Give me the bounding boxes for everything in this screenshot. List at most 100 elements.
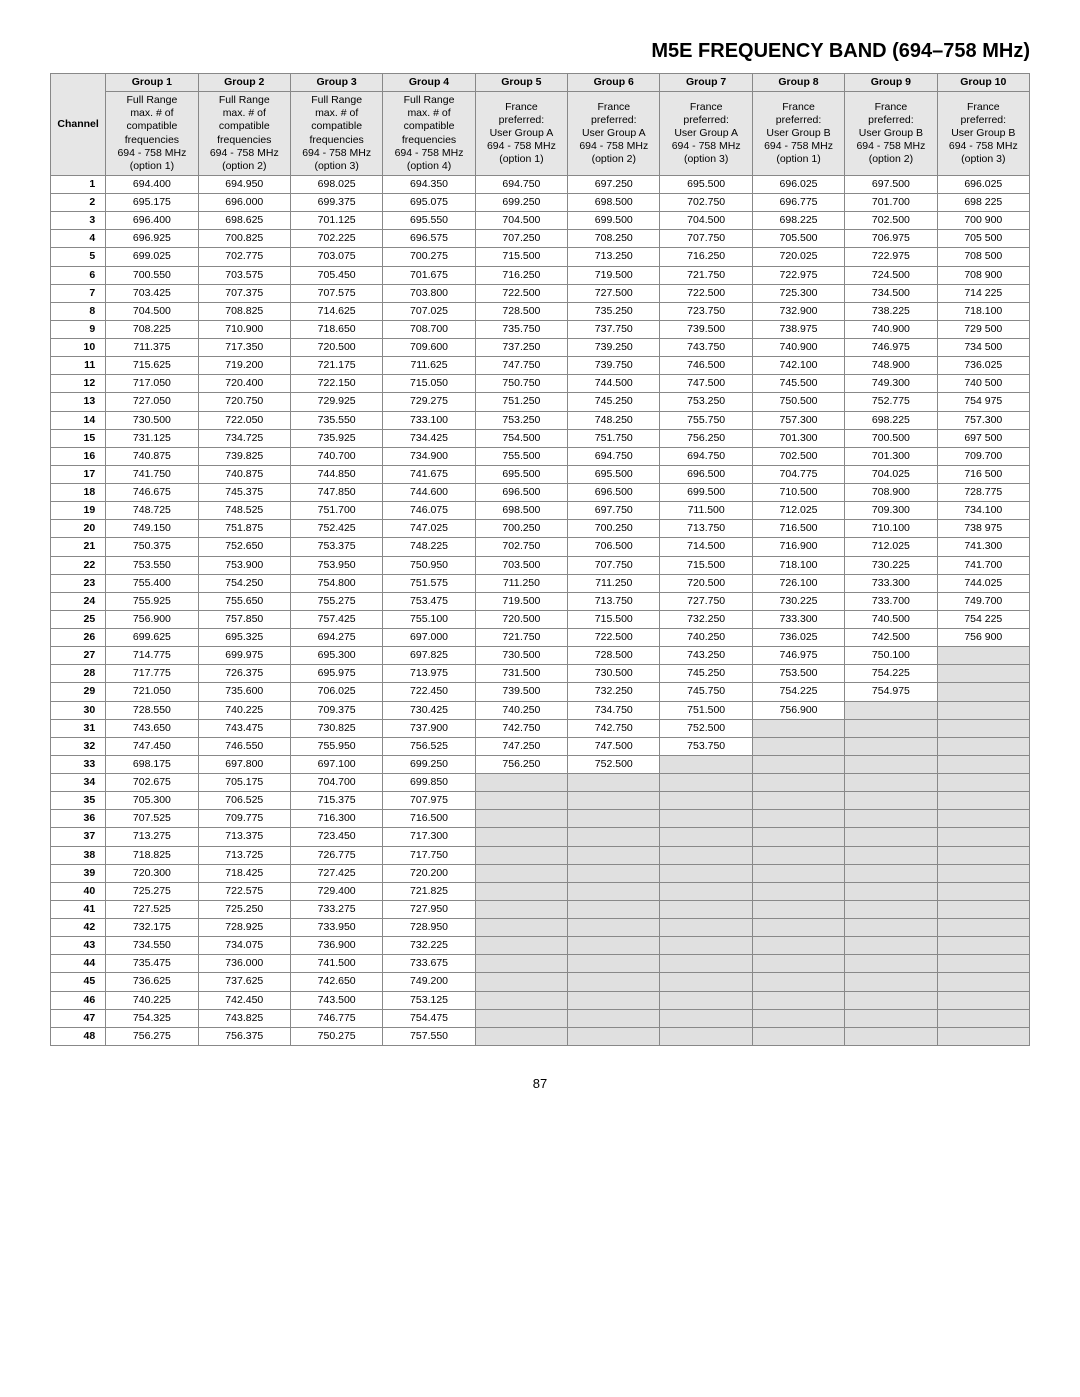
channel-cell: 18 — [51, 484, 106, 502]
frequency-cell: 721.175 — [290, 357, 382, 375]
frequency-cell: 745.250 — [660, 665, 752, 683]
frequency-cell — [752, 719, 844, 737]
frequency-cell — [568, 846, 660, 864]
table-row: 46740.225742.450743.500753.125 — [51, 991, 1030, 1009]
frequency-cell — [475, 846, 567, 864]
frequency-cell: 704.500 — [106, 302, 198, 320]
frequency-cell: 732.900 — [752, 302, 844, 320]
channel-cell: 36 — [51, 810, 106, 828]
frequency-cell: 733.275 — [290, 900, 382, 918]
frequency-cell: 740.900 — [845, 320, 937, 338]
frequency-cell — [937, 973, 1029, 991]
frequency-cell: 697.000 — [383, 629, 475, 647]
frequency-cell: 720.750 — [198, 393, 290, 411]
frequency-cell: 739.500 — [660, 320, 752, 338]
frequency-cell — [475, 900, 567, 918]
frequency-cell — [752, 1009, 844, 1027]
frequency-cell: 719.500 — [568, 266, 660, 284]
frequency-cell: 721.750 — [475, 629, 567, 647]
group-header: Group 5 — [475, 74, 567, 92]
frequency-cell: 702.500 — [752, 447, 844, 465]
frequency-cell: 707.525 — [106, 810, 198, 828]
frequency-cell: 727.950 — [383, 900, 475, 918]
frequency-cell — [660, 774, 752, 792]
frequency-cell: 704.775 — [752, 465, 844, 483]
frequency-cell: 722.450 — [383, 683, 475, 701]
frequency-cell: 694.750 — [568, 447, 660, 465]
channel-cell: 45 — [51, 973, 106, 991]
channel-cell: 25 — [51, 610, 106, 628]
frequency-cell — [937, 647, 1029, 665]
frequency-cell: 697.250 — [568, 175, 660, 193]
frequency-cell — [475, 792, 567, 810]
frequency-cell — [568, 919, 660, 937]
frequency-cell: 714.775 — [106, 647, 198, 665]
frequency-cell: 743.250 — [660, 647, 752, 665]
frequency-cell — [660, 810, 752, 828]
frequency-cell: 703.075 — [290, 248, 382, 266]
frequency-cell: 746.550 — [198, 737, 290, 755]
frequency-cell — [937, 991, 1029, 1009]
frequency-cell: 756.375 — [198, 1027, 290, 1045]
frequency-cell: 707.250 — [475, 230, 567, 248]
frequency-cell: 747.850 — [290, 484, 382, 502]
frequency-cell: 696.000 — [198, 194, 290, 212]
frequency-cell: 729.275 — [383, 393, 475, 411]
frequency-cell: 734.500 — [845, 284, 937, 302]
frequency-cell: 735.600 — [198, 683, 290, 701]
frequency-cell — [568, 828, 660, 846]
frequency-cell: 725.275 — [106, 882, 198, 900]
frequency-cell: 722.500 — [568, 629, 660, 647]
frequency-cell: 697 500 — [937, 429, 1029, 447]
frequency-cell: 694.275 — [290, 629, 382, 647]
channel-cell: 43 — [51, 937, 106, 955]
frequency-cell: 751.250 — [475, 393, 567, 411]
frequency-cell: 695.300 — [290, 647, 382, 665]
frequency-cell: 734.900 — [383, 447, 475, 465]
frequency-cell: 741.700 — [937, 556, 1029, 574]
frequency-cell: 741.675 — [383, 465, 475, 483]
table-row: 31743.650743.475730.825737.900742.750742… — [51, 719, 1030, 737]
channel-cell: 33 — [51, 755, 106, 773]
frequency-cell: 708.225 — [106, 320, 198, 338]
table-row: 14730.500722.050735.550733.100753.250748… — [51, 411, 1030, 429]
frequency-cell: 698.025 — [290, 175, 382, 193]
frequency-cell: 754.475 — [383, 1009, 475, 1027]
frequency-cell — [845, 900, 937, 918]
frequency-cell: 701.300 — [845, 447, 937, 465]
frequency-cell: 742.100 — [752, 357, 844, 375]
frequency-cell: 718.425 — [198, 864, 290, 882]
frequency-cell — [475, 919, 567, 937]
frequency-cell: 739.500 — [475, 683, 567, 701]
frequency-cell: 756 900 — [937, 629, 1029, 647]
table-row: 25756.900757.850757.425755.100720.500715… — [51, 610, 1030, 628]
frequency-cell — [845, 882, 937, 900]
channel-cell: 46 — [51, 991, 106, 1009]
table-row: 23755.400754.250754.800751.575711.250711… — [51, 574, 1030, 592]
frequency-cell: 713.750 — [568, 592, 660, 610]
frequency-cell: 749.200 — [383, 973, 475, 991]
frequency-cell: 711.250 — [475, 574, 567, 592]
frequency-cell: 757.300 — [937, 411, 1029, 429]
frequency-cell: 700.550 — [106, 266, 198, 284]
frequency-cell: 708.900 — [845, 484, 937, 502]
frequency-cell: 754.250 — [198, 574, 290, 592]
frequency-cell — [845, 828, 937, 846]
channel-cell: 42 — [51, 919, 106, 937]
frequency-cell: 728.950 — [383, 919, 475, 937]
frequency-cell: 716.250 — [660, 248, 752, 266]
frequency-cell: 747.500 — [568, 737, 660, 755]
frequency-cell: 736.900 — [290, 937, 382, 955]
channel-cell: 21 — [51, 538, 106, 556]
frequency-cell: 753.500 — [752, 665, 844, 683]
frequency-cell: 698.500 — [568, 194, 660, 212]
frequency-cell: 752.500 — [660, 719, 752, 737]
frequency-cell — [752, 828, 844, 846]
frequency-cell: 737.900 — [383, 719, 475, 737]
channel-cell: 8 — [51, 302, 106, 320]
frequency-cell: 750.100 — [845, 647, 937, 665]
frequency-cell: 728.550 — [106, 701, 198, 719]
frequency-cell — [937, 737, 1029, 755]
frequency-cell: 740.875 — [106, 447, 198, 465]
frequency-cell: 721.825 — [383, 882, 475, 900]
